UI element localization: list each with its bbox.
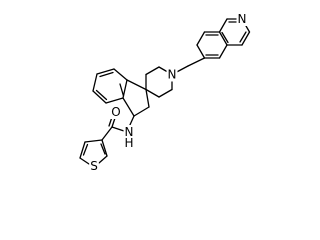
- atom-label: S: [90, 159, 98, 173]
- bonds: [79, 18, 251, 165]
- atom-label: N: [168, 68, 177, 82]
- atom-label: H: [124, 136, 133, 150]
- atom-label: O: [111, 105, 120, 119]
- label-background: [236, 12, 248, 26]
- label-background: [110, 105, 122, 119]
- atom-label: N: [238, 12, 247, 26]
- molecule-diagram: N N O N H S: [79, 12, 251, 173]
- label-background: [123, 125, 135, 139]
- label-background: [123, 136, 135, 150]
- atom-labels: N N O N H S: [89, 12, 248, 173]
- label-background: [166, 67, 178, 82]
- atom-label: N: [125, 125, 134, 139]
- label-background: [89, 159, 99, 173]
